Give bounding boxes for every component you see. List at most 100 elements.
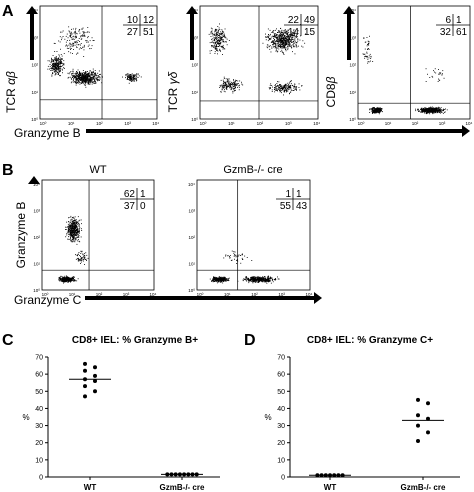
event-dot: [55, 66, 57, 67]
quadrant-value: 14: [288, 27, 300, 38]
event-dot: [368, 57, 370, 59]
event-dot: [84, 77, 86, 79]
event-dot: [72, 75, 74, 77]
event-dot: [70, 231, 72, 233]
event-dot: [282, 44, 284, 46]
event-dot: [234, 83, 235, 85]
event-dot: [82, 259, 84, 260]
event-dot: [277, 81, 278, 83]
event-dot: [61, 279, 63, 281]
event-dot: [259, 276, 261, 278]
event-dot: [72, 68, 74, 70]
event-dot: [84, 264, 85, 265]
event-dot: [287, 42, 289, 44]
event-dot: [217, 46, 219, 47]
event-dot: [227, 81, 228, 83]
event-dot: [60, 62, 62, 64]
event-dot: [274, 42, 276, 44]
event-dot: [51, 67, 53, 69]
event-dot: [72, 220, 74, 222]
event-dot: [283, 43, 285, 44]
event-dot: [71, 230, 73, 232]
event-dot: [125, 74, 127, 76]
event-dot: [79, 258, 81, 260]
event-dot: [75, 72, 77, 74]
event-dot: [77, 255, 78, 257]
event-dot: [283, 54, 285, 55]
event-dot: [279, 88, 281, 90]
event-dot: [268, 34, 269, 35]
event-dot: [71, 278, 73, 280]
event-dot: [80, 44, 81, 46]
event-dot: [215, 47, 217, 49]
event-dot: [73, 81, 75, 83]
event-dot: [274, 39, 275, 40]
event-dot: [60, 54, 62, 55]
event-dot: [98, 75, 100, 77]
event-dot: [254, 276, 255, 278]
event-dot: [67, 280, 69, 282]
quadrant-value: 62: [124, 189, 136, 200]
event-dot: [418, 110, 420, 112]
event-dot: [80, 36, 82, 38]
event-dot: [77, 82, 79, 84]
event-dot: [77, 216, 79, 218]
event-dot: [435, 111, 437, 113]
event-dot: [82, 75, 84, 76]
event-dot: [72, 235, 74, 237]
event-dot: [72, 221, 74, 223]
event-dot: [62, 277, 64, 279]
event-dot: [294, 88, 296, 90]
event-dot: [216, 278, 217, 280]
data-point: [426, 416, 430, 421]
event-dot: [375, 110, 377, 111]
event-dot: [211, 45, 213, 47]
event-dot: [256, 279, 258, 281]
event-dot: [74, 232, 76, 234]
event-dot: [60, 279, 61, 281]
event-dot: [282, 52, 284, 53]
event-dot: [213, 37, 215, 39]
event-dot: [66, 234, 68, 236]
event-dot: [53, 59, 55, 61]
event-dot: [77, 237, 79, 238]
event-dot: [92, 71, 94, 73]
event-dot: [288, 42, 290, 44]
event-dot: [279, 43, 281, 45]
event-dot: [278, 46, 280, 48]
event-dot: [130, 74, 131, 75]
event-dot: [57, 63, 59, 65]
event-dot: [227, 255, 229, 256]
event-dot: [211, 45, 212, 46]
event-dot: [70, 280, 72, 282]
event-dot: [424, 109, 426, 111]
event-dot: [72, 80, 74, 81]
quadrant-value: 10: [127, 15, 139, 26]
event-dot: [425, 113, 427, 114]
event-dot: [218, 29, 220, 31]
event-dot: [61, 31, 63, 33]
event-dot: [280, 27, 282, 29]
event-dot: [210, 31, 212, 33]
event-dot: [437, 110, 439, 112]
event-dot: [128, 74, 130, 76]
event-dot: [281, 32, 283, 34]
event-dot: [131, 80, 133, 82]
event-dot: [69, 31, 71, 33]
event-dot: [288, 84, 290, 85]
event-dot: [225, 85, 226, 86]
event-dot: [74, 36, 76, 38]
event-dot: [99, 74, 100, 75]
event-dot: [222, 33, 224, 34]
event-dot: [275, 278, 276, 279]
event-dot: [288, 36, 289, 38]
event-dot: [71, 73, 72, 75]
event-dot: [60, 75, 61, 77]
event-dot: [62, 72, 63, 74]
event-dot: [84, 73, 86, 75]
event-dot: [285, 30, 287, 32]
event-dot: [58, 40, 60, 42]
event-dot: [285, 32, 287, 34]
event-dot: [140, 76, 142, 78]
event-dot: [61, 55, 63, 57]
